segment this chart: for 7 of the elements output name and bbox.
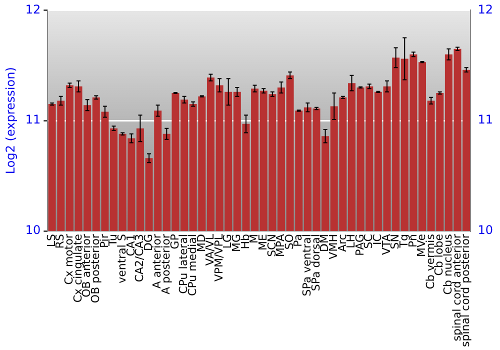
y-tick-label: 12	[25, 2, 41, 16]
y2-tick-label: 11	[478, 112, 494, 127]
y-tick-label: 11	[25, 112, 41, 127]
y-axis-title: Log2 (expression)	[3, 67, 18, 174]
y2-tick-label: 12	[478, 2, 494, 16]
y2-tick-label: 10	[478, 223, 494, 238]
y-tick-label: 10	[25, 223, 41, 238]
